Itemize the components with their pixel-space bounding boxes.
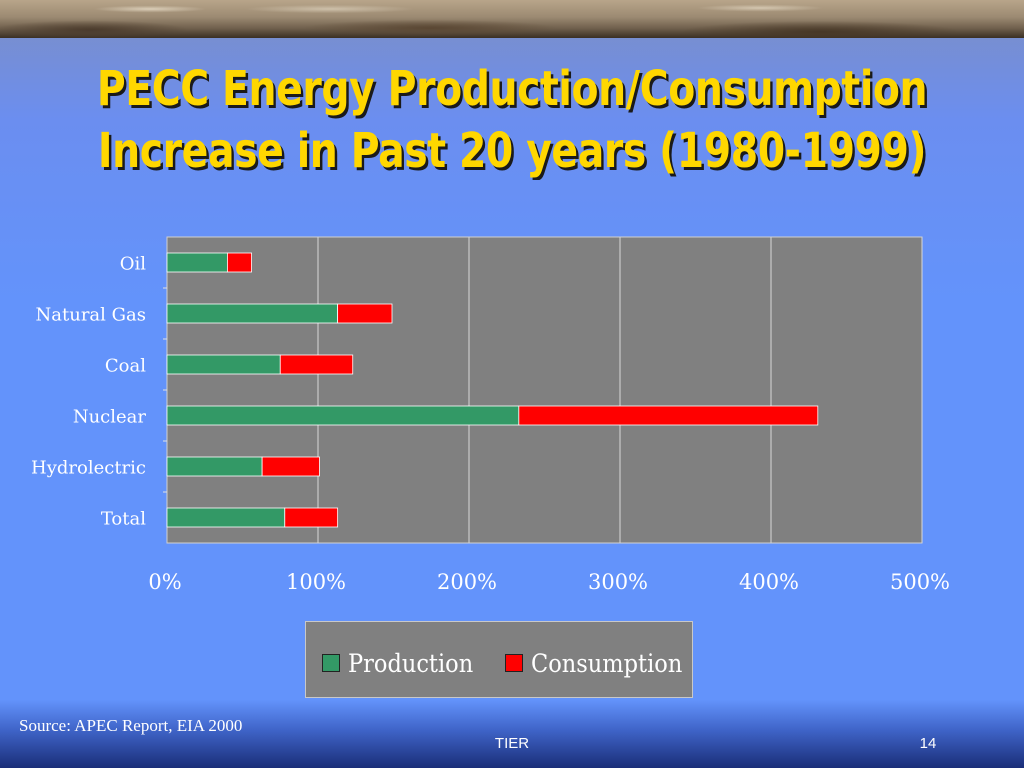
bar-consumption-total xyxy=(284,507,339,528)
x-tick-label: 500% xyxy=(890,570,950,594)
legend-item-production: Production xyxy=(322,648,487,678)
bar-consumption-hydrolectric xyxy=(261,456,320,477)
category-label: Hydrolectric xyxy=(31,458,146,479)
footer-text: TIER xyxy=(494,735,530,752)
banner-sky xyxy=(0,4,1024,14)
legend-swatch-consumption xyxy=(505,654,523,672)
category-label: Natural Gas xyxy=(36,305,146,326)
category-label: Nuclear xyxy=(73,407,147,428)
slide-title: PECC Energy Production/Consumption Incre… xyxy=(92,58,932,182)
legend-label-production: Production xyxy=(348,648,474,678)
category-label: Total xyxy=(101,509,146,530)
bar-consumption-oil xyxy=(226,252,252,273)
x-tick-label: 0% xyxy=(148,570,181,594)
x-tick-label: 200% xyxy=(437,570,497,594)
plot-area xyxy=(166,236,923,544)
bar-production-coal xyxy=(166,354,281,375)
x-tick-label: 400% xyxy=(739,570,799,594)
slide-title-line-1: PECC Energy Production/Consumption xyxy=(96,61,928,117)
bar-production-total xyxy=(166,507,286,528)
header-banner-image xyxy=(0,0,1024,38)
chart-legend: Production Consumption xyxy=(305,621,693,698)
x-tick-label: 100% xyxy=(286,570,346,594)
bar-consumption-natural-gas xyxy=(337,303,393,324)
category-label: Coal xyxy=(105,356,146,377)
bar-consumption-nuclear xyxy=(518,405,819,426)
bar-production-natural-gas xyxy=(166,303,339,324)
page-number: 14 xyxy=(919,735,937,752)
legend-label-consumption: Consumption xyxy=(531,648,683,678)
slide-title-line-2: Increase in Past 20 years (1980-1999) xyxy=(97,123,927,179)
bar-production-nuclear xyxy=(166,405,520,426)
legend-swatch-production xyxy=(322,654,340,672)
legend-item-consumption: Consumption xyxy=(505,648,699,678)
x-tick-label: 300% xyxy=(588,570,648,594)
bar-consumption-coal xyxy=(279,354,354,375)
bar-production-oil xyxy=(166,252,228,273)
bar-production-hydrolectric xyxy=(166,456,263,477)
category-label: Oil xyxy=(120,254,147,275)
source-note: Source: APEC Report, EIA 2000 xyxy=(19,716,243,735)
banner-ridge xyxy=(0,14,1024,38)
